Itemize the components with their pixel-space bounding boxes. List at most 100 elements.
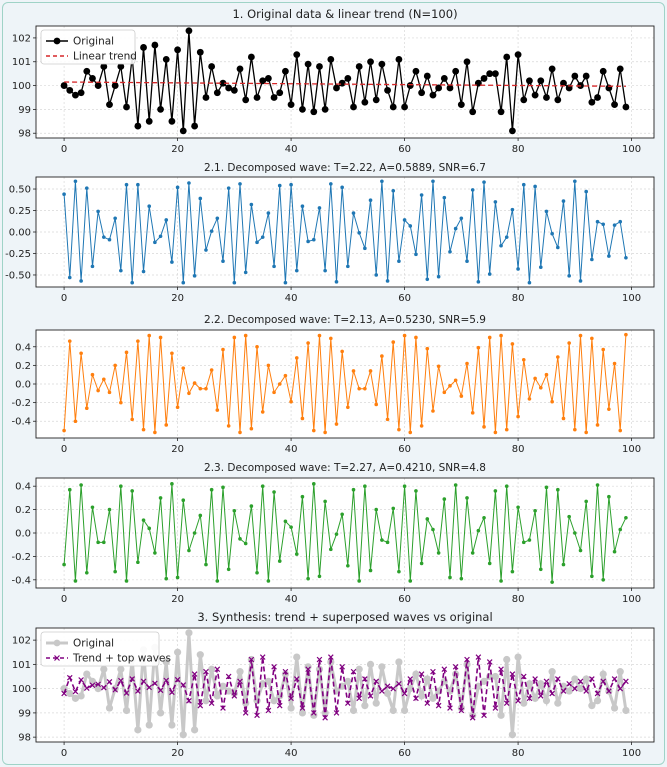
data-point <box>147 526 152 531</box>
data-point <box>406 82 414 89</box>
data-point <box>220 705 226 711</box>
data-point <box>527 538 532 542</box>
data-point <box>259 654 266 660</box>
data-point <box>118 677 124 684</box>
data-point <box>299 705 306 711</box>
data-point <box>71 694 80 702</box>
data-point <box>122 706 131 715</box>
data-point <box>151 41 159 49</box>
data-point <box>242 710 249 716</box>
data-point <box>277 382 282 386</box>
data-point <box>243 333 248 338</box>
data-point <box>272 490 276 494</box>
y-tick-label: 0.4 <box>15 482 31 493</box>
panel-title: 2.2. Decomposed wave: T=2.13, A=0.5230, … <box>204 314 486 326</box>
data-point <box>311 428 316 433</box>
data-point <box>470 411 475 415</box>
data-point <box>510 569 515 574</box>
data-point <box>306 239 310 244</box>
data-point <box>253 94 261 101</box>
data-point <box>424 700 431 707</box>
data-point <box>226 424 231 428</box>
x-tick-label: 60 <box>398 144 411 155</box>
data-point <box>321 709 329 717</box>
data-point <box>317 206 322 210</box>
data-point <box>158 234 163 239</box>
data-point <box>593 697 602 705</box>
data-point <box>395 55 403 63</box>
y-tick-label: 0.4 <box>15 342 31 353</box>
data-point <box>550 231 554 236</box>
data-point <box>624 332 628 337</box>
data-point <box>283 280 288 285</box>
data-point <box>383 689 392 698</box>
data-point <box>300 204 305 209</box>
data-point <box>486 659 493 665</box>
data-point <box>316 63 323 70</box>
data-point <box>402 218 407 222</box>
data-point <box>435 84 443 92</box>
data-point <box>367 693 374 699</box>
data-point <box>453 483 458 487</box>
data-point <box>119 484 123 488</box>
legend-box <box>40 631 160 667</box>
data-point <box>249 202 254 207</box>
y-tick-label: 0.00 <box>9 228 31 239</box>
data-point <box>493 200 498 204</box>
data-point <box>146 684 153 691</box>
data-point <box>147 204 152 209</box>
data-point <box>583 688 590 694</box>
data-point <box>316 656 323 663</box>
data-point <box>475 654 482 660</box>
data-point <box>385 417 390 422</box>
data-point <box>84 570 89 575</box>
data-point <box>311 237 316 242</box>
data-point <box>276 702 283 709</box>
data-point <box>259 680 267 688</box>
data-point <box>67 487 72 492</box>
data-point <box>408 430 413 435</box>
data-point <box>442 195 447 200</box>
data-point <box>465 496 469 500</box>
x-tick-label: 100 <box>622 144 641 155</box>
y-tick-label: 102 <box>12 33 31 44</box>
data-point <box>107 507 112 512</box>
data-point <box>567 274 571 278</box>
data-point <box>204 562 208 567</box>
data-point <box>476 280 481 284</box>
data-point <box>192 381 197 385</box>
data-point <box>623 678 629 685</box>
data-point <box>448 384 452 388</box>
data-point <box>601 222 606 227</box>
x-tick-label: 40 <box>285 594 298 605</box>
data-point <box>247 53 255 61</box>
data-point <box>357 386 361 391</box>
data-point <box>374 402 379 407</box>
data-point <box>243 541 248 546</box>
data-point <box>191 122 199 130</box>
data-point <box>202 697 210 705</box>
data-point <box>458 707 465 714</box>
data-point <box>355 63 363 70</box>
y-tick-label: 0.2 <box>15 361 31 372</box>
data-point <box>463 58 471 66</box>
data-point <box>83 67 91 75</box>
data-point <box>556 487 560 492</box>
data-point <box>78 677 84 683</box>
y-tick-label: -0.4 <box>11 417 31 428</box>
plot-frame <box>35 329 655 439</box>
data-point <box>448 249 452 254</box>
data-point <box>289 525 293 529</box>
data-point <box>100 684 107 691</box>
data-point <box>391 340 396 344</box>
data-point <box>221 347 225 352</box>
data-point <box>402 333 407 338</box>
data-point <box>366 660 375 668</box>
data-point <box>73 419 78 424</box>
data-point <box>311 482 316 486</box>
data-point <box>487 272 492 276</box>
data-point <box>607 254 611 258</box>
data-point <box>260 235 265 239</box>
data-point <box>277 183 282 188</box>
data-point <box>436 274 441 279</box>
